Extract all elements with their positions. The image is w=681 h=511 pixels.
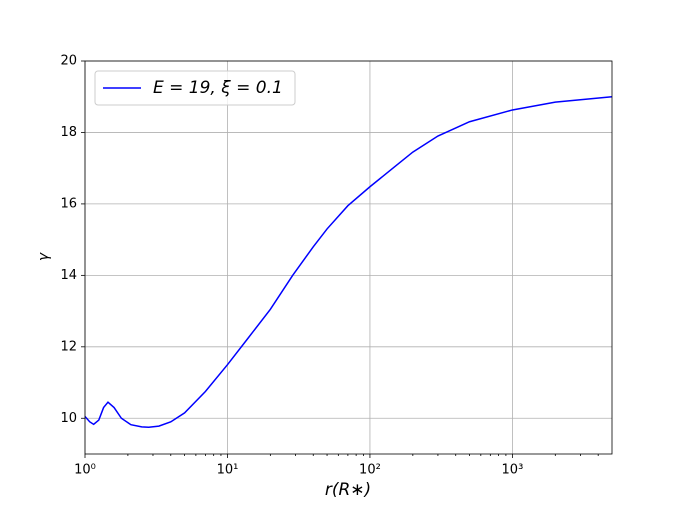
legend-box bbox=[94, 70, 296, 106]
x-tick-label: 10² bbox=[359, 463, 381, 478]
y-axis-label: γ bbox=[36, 252, 52, 261]
x-axis-label: r(R∗) bbox=[325, 480, 371, 500]
y-tick-label: 10 bbox=[60, 411, 77, 426]
legend: E = 19, ξ = 0.1 bbox=[94, 70, 296, 106]
plot-frame bbox=[84, 60, 613, 455]
y-tick-label: 12 bbox=[60, 339, 77, 354]
legend-label: E = 19, ξ = 0.1 bbox=[153, 78, 283, 98]
x-tick-label: 10⁰ bbox=[74, 463, 96, 478]
y-tick-label: 14 bbox=[60, 268, 77, 283]
y-tick-label: 18 bbox=[60, 125, 77, 140]
x-tick-label: 10³ bbox=[502, 463, 524, 478]
y-tick-label: 20 bbox=[60, 54, 77, 69]
y-tick-label: 16 bbox=[60, 196, 77, 211]
line bbox=[84, 95, 613, 428]
x-tick-label: 10¹ bbox=[217, 463, 239, 478]
